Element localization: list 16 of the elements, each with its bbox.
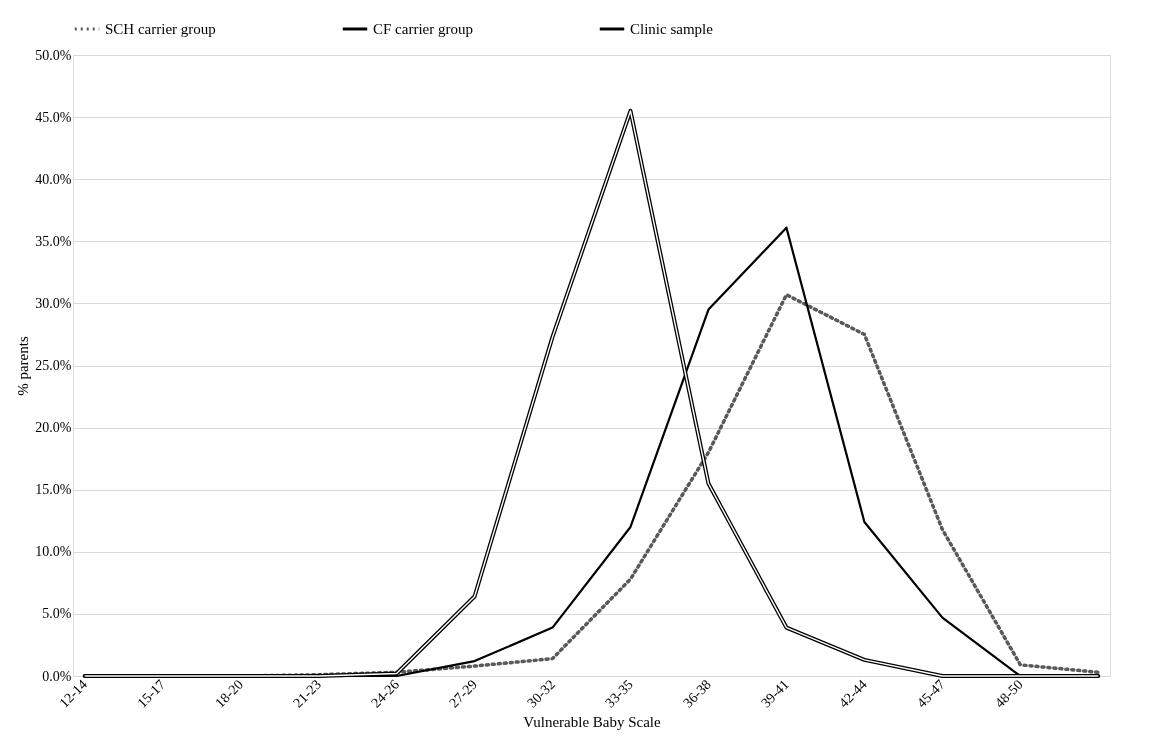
- y-tick-label: 15.0%: [35, 482, 72, 498]
- legend-label: Clinic sample: [630, 21, 714, 37]
- y-tick-label: 25.0%: [35, 358, 72, 373]
- y-tick-label: 50.0%: [35, 47, 72, 63]
- y-tick-label: 35.0%: [35, 233, 72, 249]
- y-tick-label: 20.0%: [35, 420, 72, 436]
- y-tick-label: 5.0%: [42, 606, 72, 622]
- y-tick-label: 45.0%: [35, 109, 72, 125]
- legend-label: SCH carrier group: [105, 21, 216, 37]
- legend-label: CF carrier group: [373, 21, 473, 37]
- y-tick-label: 40.0%: [35, 171, 72, 187]
- x-axis-title: Vulnerable Baby Scale: [523, 713, 662, 730]
- y-tick-label: 30.0%: [35, 295, 72, 311]
- y-tick-label: 10.0%: [35, 544, 72, 560]
- y-axis-title: % parents: [15, 336, 32, 396]
- y-tick-label: 0.0%: [42, 668, 72, 684]
